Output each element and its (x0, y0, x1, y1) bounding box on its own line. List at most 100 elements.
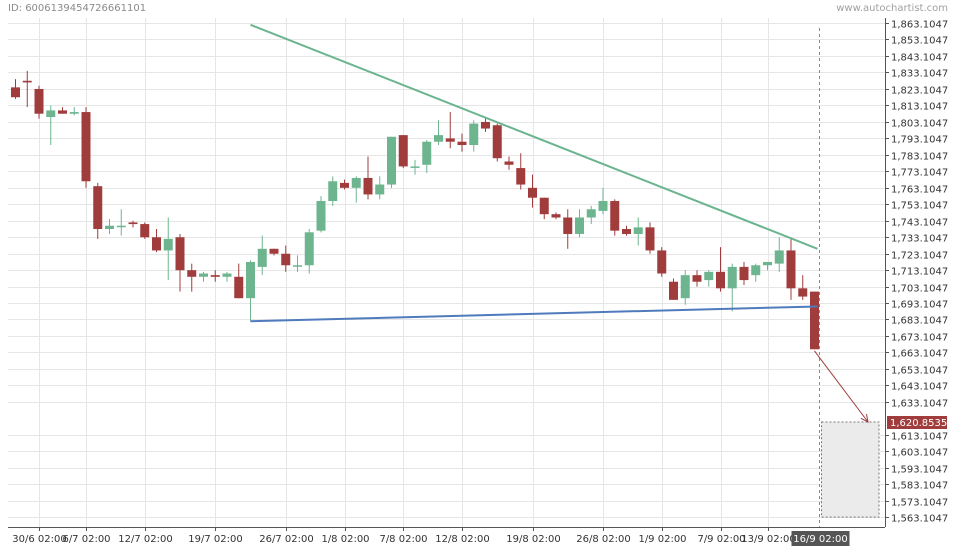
candle-body (481, 121, 490, 129)
candle-body (187, 270, 197, 277)
x-tick-label: 13/9 02:00 (741, 534, 795, 545)
candle-body (680, 275, 690, 299)
candle-body (351, 177, 361, 188)
projection-arrow-line (814, 350, 869, 423)
candle-body (739, 266, 749, 281)
candle-body (234, 276, 244, 299)
x-tick-label: 19/8 02:00 (506, 534, 560, 545)
y-tick-label: 1,783.1047 (891, 152, 948, 163)
y-tick-label: 1,673.1047 (891, 333, 948, 344)
candle-body (669, 281, 678, 300)
target-price-label: 1,620.8535 (890, 418, 947, 429)
axis-labels: 1,863.1047 1,853.1047 1,843.1047 1,833.1047… (12, 20, 948, 546)
watermark: www.autochartist.com (836, 3, 948, 14)
candle-body (281, 253, 291, 266)
candle-body (81, 112, 91, 182)
x-tick-label: 12/7 02:00 (118, 534, 172, 545)
candle-body (340, 182, 349, 188)
candle-body (575, 217, 584, 234)
candle-body (657, 250, 667, 274)
candle-body (586, 209, 596, 218)
y-tick-label: 1,843.1047 (891, 53, 948, 64)
candle-body (152, 237, 161, 251)
y-tick-label: 1,643.1047 (891, 382, 948, 393)
candle-body (105, 225, 114, 230)
candle-body (516, 168, 526, 185)
y-tick-label: 1,613.1047 (891, 432, 948, 443)
y-tick-label: 1,593.1047 (891, 465, 948, 476)
candle-body (116, 225, 126, 228)
y-tick-label: 1,803.1047 (891, 119, 948, 130)
candle-body (269, 248, 279, 254)
y-tick-label: 1,863.1047 (891, 20, 948, 31)
candle-body (751, 265, 761, 276)
axes (8, 18, 889, 531)
candle-body (810, 291, 819, 350)
candle-body (645, 227, 655, 251)
candle-body (774, 250, 784, 264)
candle-body (69, 112, 79, 114)
candle-body (398, 135, 408, 167)
y-tick-label: 1,763.1047 (891, 185, 948, 196)
y-tick-label: 1,603.1047 (891, 448, 948, 459)
x-tick-label: 1/9 02:00 (638, 534, 686, 545)
x-tick-label: 30/6 02:00 (12, 534, 66, 545)
candle-body (93, 186, 103, 230)
x-tick-label: 26/7 02:00 (259, 534, 313, 545)
resistance-line (250, 23, 818, 250)
x-tick-label: 12/8 02:00 (435, 534, 489, 545)
candle-body (551, 214, 561, 218)
candle-body (328, 181, 338, 202)
y-tick-label: 1,633.1047 (891, 399, 948, 410)
candle-body (633, 227, 643, 234)
y-tick-label: 1,743.1047 (891, 218, 948, 229)
y-tick-label: 1,793.1047 (891, 135, 948, 146)
y-tick-label: 1,703.1047 (891, 284, 948, 295)
y-tick-label: 1,723.1047 (891, 251, 948, 262)
candle-body (716, 271, 725, 289)
candle-body (34, 89, 44, 114)
candle-body (304, 232, 314, 266)
candle-body (763, 261, 772, 266)
projection-arrow-head (860, 414, 869, 423)
x-tick-label: 26/8 02:00 (576, 534, 630, 545)
candle-body (140, 224, 150, 238)
pattern-lines (250, 23, 869, 423)
candle-body (257, 248, 267, 267)
candle-body (727, 266, 737, 289)
support-line (250, 305, 818, 323)
candle-body (246, 261, 255, 299)
y-tick-label: 1,573.1047 (891, 498, 948, 509)
y-tick-label: 1,733.1047 (891, 234, 948, 245)
target-zone (821, 421, 880, 518)
y-tick-label: 1,813.1047 (891, 102, 948, 113)
candle-body (528, 187, 537, 198)
candle-body (598, 201, 608, 211)
target-zone-box (821, 421, 880, 518)
candle-body (363, 177, 373, 195)
x-tick-label: 7/8 02:00 (379, 534, 427, 545)
x-tick-label: 6/7 02:00 (62, 534, 110, 545)
candle-body (46, 110, 56, 118)
y-tick-label: 1,663.1047 (891, 349, 948, 360)
current-time-label: 16/9 02:00 (793, 534, 847, 545)
candles (11, 70, 819, 350)
candle-body (445, 138, 455, 142)
candle-body (692, 275, 702, 282)
candle-body (222, 273, 232, 277)
candle-body (387, 136, 396, 185)
candle-body (422, 141, 432, 165)
candle-body (163, 238, 173, 251)
y-tick-label: 1,853.1047 (891, 36, 948, 47)
candle-body (210, 275, 220, 277)
candle-body (539, 197, 549, 215)
candle-body (622, 229, 631, 234)
y-tick-label: 1,713.1047 (891, 267, 948, 278)
candle-body (434, 135, 443, 142)
y-tick-label: 1,563.1047 (891, 514, 948, 525)
y-tick-label: 1,833.1047 (891, 69, 948, 80)
candle-body (492, 125, 502, 159)
current-time-badge (791, 531, 850, 546)
y-tick-label: 1,693.1047 (891, 300, 948, 311)
